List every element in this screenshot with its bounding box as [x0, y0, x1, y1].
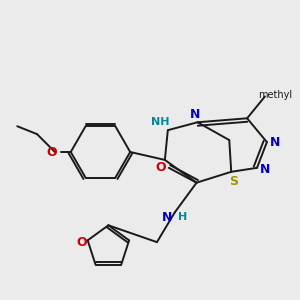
Text: methyl: methyl: [258, 89, 292, 100]
Text: O: O: [76, 236, 87, 249]
Text: O: O: [156, 161, 166, 174]
Text: N: N: [270, 136, 280, 148]
Text: N: N: [189, 108, 200, 121]
Text: NH: NH: [151, 117, 169, 127]
Text: S: S: [229, 175, 238, 188]
Text: O: O: [46, 146, 57, 160]
Text: N: N: [260, 163, 270, 176]
Text: H: H: [178, 212, 187, 222]
Text: N: N: [162, 211, 172, 224]
